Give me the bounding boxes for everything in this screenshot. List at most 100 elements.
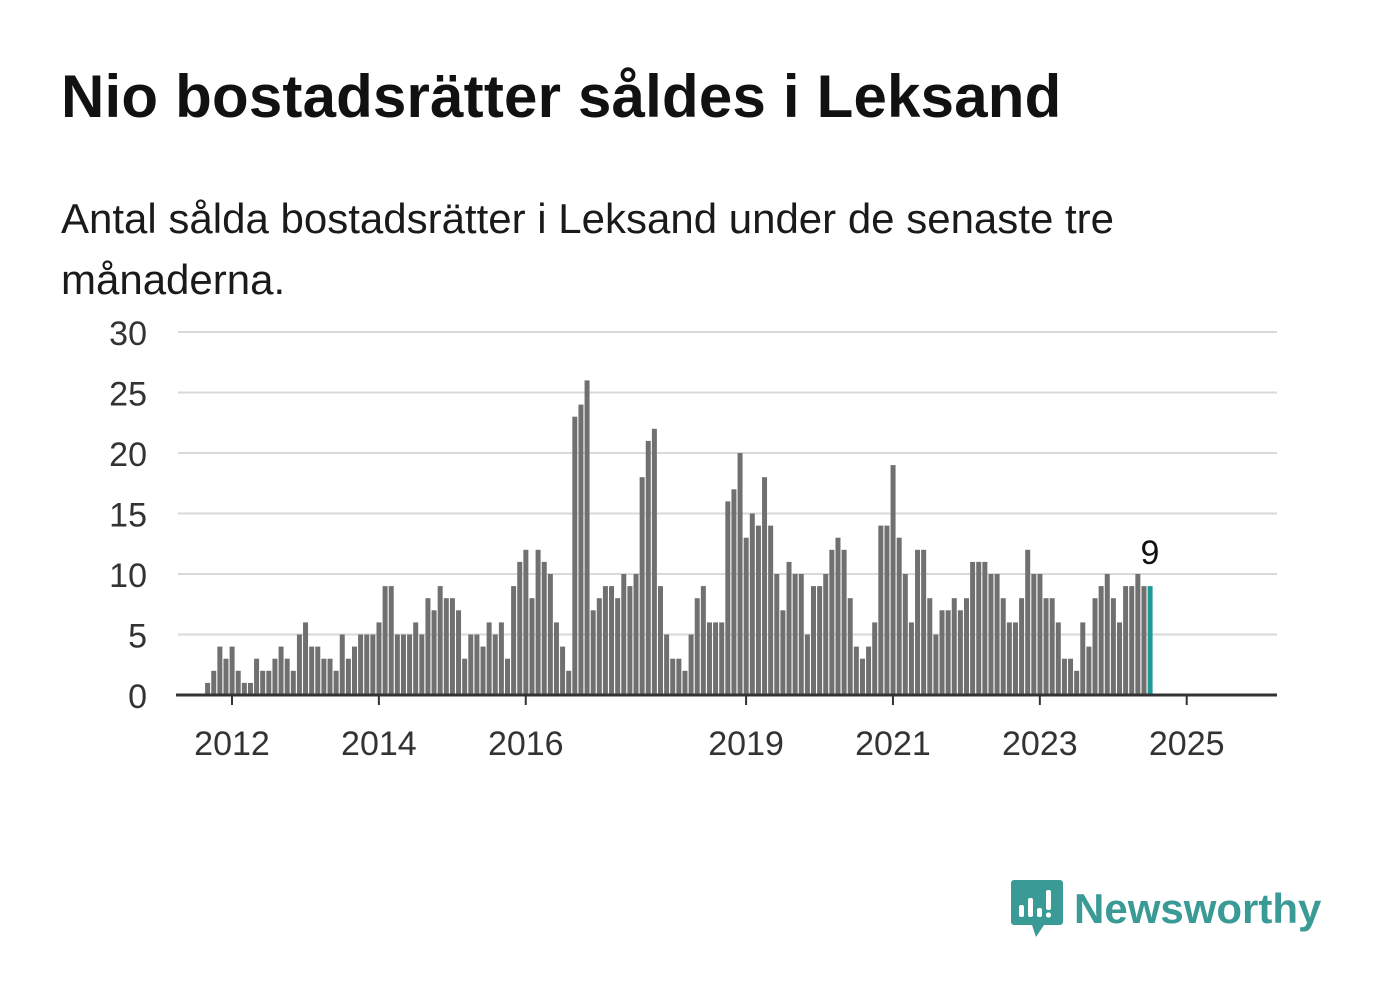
bar	[284, 658, 290, 695]
bar	[829, 549, 835, 695]
bar	[1049, 598, 1055, 695]
bar	[352, 646, 357, 695]
bar	[394, 634, 400, 695]
x-tick-label: 2025	[1149, 725, 1225, 763]
bar	[700, 586, 706, 695]
bar	[517, 561, 523, 695]
bar	[400, 634, 406, 695]
bar	[670, 658, 676, 695]
bar	[768, 525, 774, 695]
last-value-label: 9	[1141, 534, 1160, 572]
bar	[645, 440, 651, 695]
bar	[1074, 670, 1080, 695]
chart-subtitle: Antal sålda bostadsrätter i Leksand unde…	[61, 195, 1114, 303]
bar	[419, 634, 425, 695]
bars	[205, 380, 1153, 695]
bar	[535, 549, 541, 695]
bar	[1043, 598, 1049, 695]
bar	[602, 586, 608, 695]
bar	[566, 670, 572, 695]
bar	[388, 586, 394, 695]
bar	[211, 670, 217, 695]
bar	[762, 477, 768, 695]
bar	[553, 622, 559, 695]
bar	[994, 574, 1000, 695]
bar	[725, 501, 731, 695]
bar	[596, 598, 602, 695]
bar	[572, 416, 578, 695]
bar	[456, 610, 462, 695]
y-tick-label: 25	[109, 376, 147, 414]
bar	[382, 586, 388, 695]
bar	[811, 586, 816, 695]
chart-bubble-icon	[1011, 880, 1063, 937]
x-tick-label: 2012	[194, 725, 270, 763]
bar	[498, 622, 504, 695]
y-axis-ticks: 0 5 10 15 20 25 30	[109, 315, 147, 716]
bar	[345, 658, 351, 695]
bar	[590, 610, 596, 695]
y-tick-label: 0	[128, 678, 147, 716]
bar	[462, 658, 468, 695]
bar	[658, 586, 663, 695]
bar	[309, 646, 315, 695]
x-tick-label: 2016	[488, 725, 564, 763]
bar	[1117, 622, 1122, 695]
bar	[333, 670, 339, 695]
bar	[1055, 622, 1061, 695]
bar	[976, 561, 982, 695]
bar	[296, 634, 302, 695]
bar	[505, 658, 510, 695]
bar	[823, 574, 829, 695]
bar	[1031, 574, 1037, 695]
bar	[266, 670, 272, 695]
bar	[676, 658, 682, 695]
bar	[1080, 622, 1086, 695]
bar	[1025, 549, 1031, 695]
bar	[982, 561, 988, 695]
bar	[1061, 658, 1067, 695]
x-tick-label: 2023	[1002, 725, 1078, 763]
bar	[437, 586, 443, 695]
bar	[560, 646, 566, 695]
bar	[431, 610, 437, 695]
bar	[639, 477, 645, 695]
bar	[358, 634, 364, 695]
bar	[835, 537, 841, 695]
bar	[664, 634, 670, 695]
bar	[523, 549, 529, 695]
bar	[804, 634, 810, 695]
bar	[817, 586, 823, 695]
bar	[1129, 586, 1135, 695]
bar	[964, 598, 969, 695]
bar	[449, 598, 455, 695]
bar	[615, 598, 621, 695]
bar	[682, 670, 688, 695]
bar	[486, 622, 492, 695]
bar	[370, 634, 376, 695]
bar	[970, 561, 976, 695]
x-tick-label: 2019	[708, 725, 784, 763]
bar	[896, 537, 902, 695]
bar	[1019, 598, 1025, 695]
bar	[798, 574, 804, 695]
bar	[866, 646, 872, 695]
bar	[1104, 574, 1110, 695]
bar	[933, 634, 939, 695]
bar	[529, 598, 535, 695]
bar	[223, 658, 229, 695]
bar	[1037, 574, 1043, 695]
bar	[468, 634, 474, 695]
x-tick-label: 2014	[341, 725, 417, 763]
bar	[315, 646, 321, 695]
y-tick-label: 5	[128, 618, 147, 656]
bar	[1110, 598, 1116, 695]
bar	[719, 622, 725, 695]
bar	[290, 670, 296, 695]
y-tick-label: 15	[109, 497, 147, 535]
bar	[792, 574, 798, 695]
bar	[927, 598, 933, 695]
bar	[859, 658, 865, 695]
bar	[915, 549, 921, 695]
bar	[272, 658, 278, 695]
